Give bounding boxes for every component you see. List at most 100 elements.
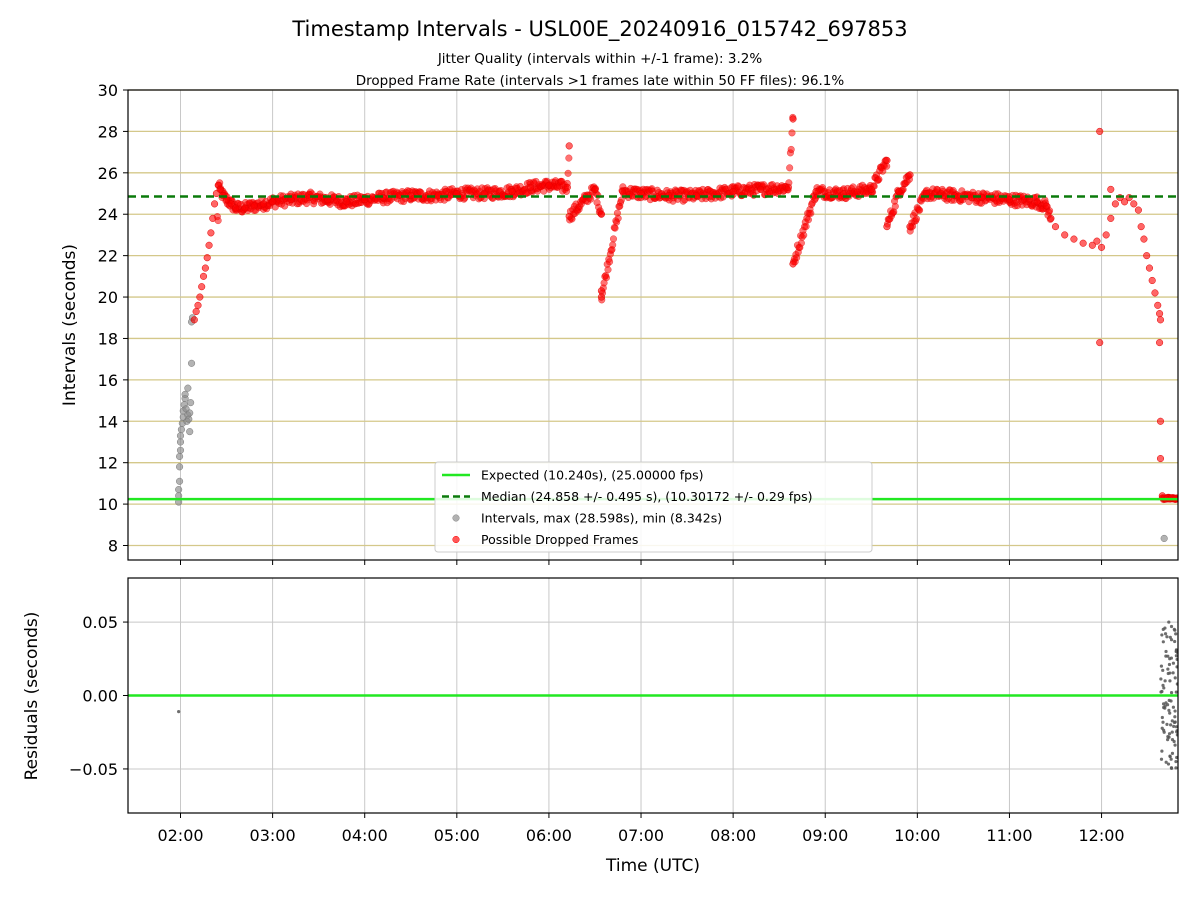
residual-point [1159,690,1163,694]
dropped-frame-point [545,181,553,189]
dropped-frame-point [591,185,599,193]
residual-point [1173,676,1177,680]
residual-point [1172,739,1176,744]
dropped-frame-point [1137,223,1145,231]
dropped-frame-point [196,293,204,301]
dropped-frame-point [757,185,765,193]
dropped-frame-point [807,209,815,217]
dropped-frame-point [804,216,812,224]
residual-point [1167,662,1172,667]
residual-point [1166,667,1170,671]
dropped-frame-point [1107,185,1115,193]
dropped-frame-point [606,258,614,266]
x-tick-label: 05:00 [434,826,480,845]
x-tick-label: 12:00 [1078,826,1124,845]
residual-point [1169,757,1173,761]
interval-point [176,463,184,471]
dropped-frame-point [232,204,240,212]
dropped-frame-point [207,229,215,237]
dropped-frame-point [1005,196,1013,204]
residual-point [1159,677,1163,681]
legend-entry-label: Intervals, max (28.598s), min (8.342s) [481,511,722,526]
dropped-frame-point [875,175,883,183]
residual-point [1171,705,1175,709]
dropped-frame-point [1070,235,1078,243]
bottom-y-tick-label: 0.00 [82,687,118,706]
residual-point [1167,735,1171,739]
top-y-tick-label: 22 [98,247,118,266]
dropped-frame-point [1154,301,1162,309]
bottom-y-tick-label: 0.05 [82,613,118,632]
dropped-frame-point [916,206,924,214]
top-y-tick-label: 20 [98,288,118,307]
residual-point [1160,715,1164,720]
residual-point [1169,624,1174,629]
dropped-frame-point [209,214,217,222]
chart-subtitle-line-1: Jitter Quality (intervals within +/-1 fr… [437,51,763,67]
top-y-tick-label: 26 [98,164,118,183]
dropped-frame-point [1121,198,1129,206]
dropped-frame-point [906,171,914,179]
legend: Expected (10.240s), (25.00000 fps) Median… [434,461,873,553]
dropped-frame-point [1061,231,1069,239]
residuals-panel: −0.05 0.00 0.05 02:00 03:00 04:00 05:00 06:00 07… [69,577,1179,845]
dropped-frame-point [205,241,213,249]
top-panel-frame [127,89,1179,561]
dropped-frame-point [211,200,219,208]
interval-point [176,452,184,461]
dropped-frame-point [883,223,891,231]
residual-point [1169,723,1173,727]
dropped-frame-point [883,162,891,170]
interval-point [176,438,185,446]
top-y-tick-label: 14 [98,412,118,431]
residual-point [1160,633,1164,637]
residual-point [1172,720,1177,725]
interval-point [186,428,194,436]
dropped-frame-point [1096,339,1104,347]
interval-point [177,426,185,434]
dropped-frame-point [1111,200,1119,208]
bottom-y-tick-label: −0.05 [69,760,118,779]
dropped-frame-point [797,239,805,247]
x-tick-label: 09:00 [802,826,848,845]
dropped-frame-point [241,204,249,212]
interval-point [181,390,189,398]
dropped-frame-point [614,214,622,222]
residual-point [1168,711,1172,715]
residual-point [1168,671,1172,675]
residual-point [1171,671,1175,675]
residual-point [1174,654,1178,658]
intervals-panel: 8 10 12 14 16 18 20 22 24 26 28 30 Expected (10.240s… [98,81,1179,565]
dropped-frame-point [192,307,200,316]
x-tick-label: 02:00 [157,826,203,845]
residual-point [1171,661,1175,665]
residual-point [1164,649,1168,654]
dropped-frame-point [597,210,605,218]
dropped-frame-point [250,202,258,210]
dropped-frame-point [565,212,573,220]
residual-point [1168,635,1172,639]
dropped-frame-point [1107,214,1115,222]
dropped-frame-point [1156,454,1165,463]
residual-point [1159,757,1164,761]
residual-point [1174,725,1178,729]
dropped-frame-point [203,254,211,262]
residual-point [1162,686,1166,690]
dropped-frame-point [1134,206,1142,214]
dropped-frame-point [1096,127,1104,135]
residual-point [1173,715,1177,719]
x-tick-label: 08:00 [710,826,756,845]
dropped-frame-point [216,185,224,193]
x-tick-label: 06:00 [526,826,572,845]
dropped-frame-point [602,274,610,282]
dropped-frame-point [1047,214,1055,222]
residual-point [1170,719,1174,723]
dropped-frame-point [1042,202,1050,210]
dropped-frame-point [784,183,792,191]
dropped-frame-point [1145,264,1153,272]
dropped-frame-point [342,198,350,206]
dropped-frame-point [787,145,795,153]
dropped-frame-point [1156,339,1164,347]
residual-point [1162,705,1166,710]
